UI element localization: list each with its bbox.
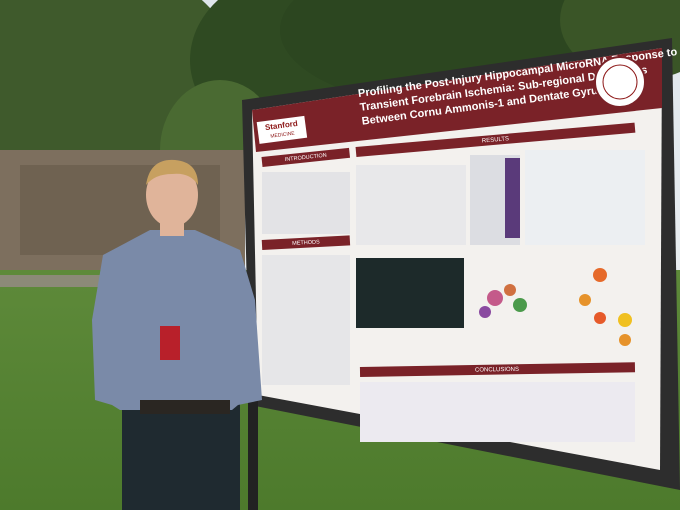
conclusions-text [360, 382, 635, 442]
section-title: METHODS [292, 239, 320, 246]
intro-header: INTRODUCTION [261, 147, 351, 167]
belt [140, 400, 230, 414]
face [146, 163, 198, 227]
person [92, 159, 262, 510]
methods-header: METHODS [261, 235, 351, 250]
micrographs [356, 258, 464, 328]
section-title: CONCLUSIONS [475, 367, 519, 374]
logo: Stanford MEDICINE [256, 115, 308, 144]
heatmap-bar [505, 158, 520, 238]
results-figure [356, 165, 466, 245]
seal-ring [602, 64, 638, 100]
seal [594, 56, 646, 108]
poster-header [252, 48, 662, 152]
neck [160, 222, 184, 236]
results-header: RESULTS [355, 122, 636, 157]
results-table [525, 150, 645, 245]
section-title: INTRODUCTION [285, 153, 328, 163]
intro-text [262, 172, 350, 234]
shirt [92, 230, 262, 410]
logo-sub: MEDICINE [270, 130, 296, 139]
hair [146, 159, 198, 185]
conclusions-header: CONCLUSIONS [359, 362, 636, 377]
section-title: RESULTS [482, 136, 510, 144]
network [479, 268, 632, 346]
methods-text [262, 255, 350, 385]
logo-name: Stanford [264, 119, 298, 132]
board-post [248, 390, 258, 510]
badge [160, 326, 180, 360]
pants [122, 400, 240, 510]
